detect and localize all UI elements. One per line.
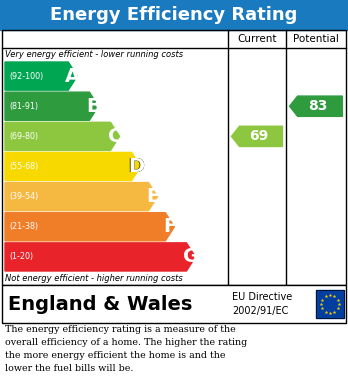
Text: (69-80): (69-80) [9, 132, 38, 141]
Bar [2, 30, 346, 285]
Text: EU Directive
2002/91/EC: EU Directive 2002/91/EC [232, 292, 292, 316]
Text: D: D [128, 157, 144, 176]
Polygon shape [5, 213, 174, 241]
Polygon shape [231, 126, 283, 147]
Bar [0, 0, 348, 30]
Polygon shape [5, 62, 77, 90]
Text: A: A [65, 66, 80, 86]
Text: F: F [163, 217, 176, 236]
Text: Energy Efficiency Rating: Energy Efficiency Rating [50, 6, 298, 24]
Text: Very energy efficient - lower running costs: Very energy efficient - lower running co… [5, 50, 183, 59]
Text: Current: Current [237, 34, 277, 44]
Text: Not energy efficient - higher running costs: Not energy efficient - higher running co… [5, 274, 183, 283]
Bar [316, 290, 344, 318]
Polygon shape [5, 152, 141, 181]
Text: D: D [127, 157, 144, 176]
Text: C: C [108, 127, 122, 146]
Text: B: B [87, 97, 101, 116]
Text: D: D [128, 158, 144, 176]
Polygon shape [5, 92, 98, 120]
Text: 69: 69 [250, 129, 269, 143]
Text: (55-68): (55-68) [9, 162, 38, 171]
Polygon shape [5, 243, 196, 271]
Text: The energy efficiency rating is a measure of the
overall efficiency of a home. T: The energy efficiency rating is a measur… [5, 325, 247, 373]
Text: (92-100): (92-100) [9, 72, 43, 81]
Text: D: D [128, 156, 144, 176]
Polygon shape [5, 122, 119, 151]
Text: (21-38): (21-38) [9, 222, 38, 231]
Polygon shape [290, 96, 342, 117]
Polygon shape [5, 183, 158, 211]
Text: England & Wales: England & Wales [8, 294, 192, 314]
Text: Potential: Potential [293, 34, 339, 44]
Text: (81-91): (81-91) [9, 102, 38, 111]
Bar [2, 285, 346, 323]
Text: G: G [183, 248, 199, 266]
Text: (39-54): (39-54) [9, 192, 38, 201]
Text: (1-20): (1-20) [9, 253, 33, 262]
Text: D: D [128, 157, 145, 176]
Text: E: E [147, 187, 160, 206]
Bar [316, 290, 344, 318]
Text: 83: 83 [308, 99, 328, 113]
